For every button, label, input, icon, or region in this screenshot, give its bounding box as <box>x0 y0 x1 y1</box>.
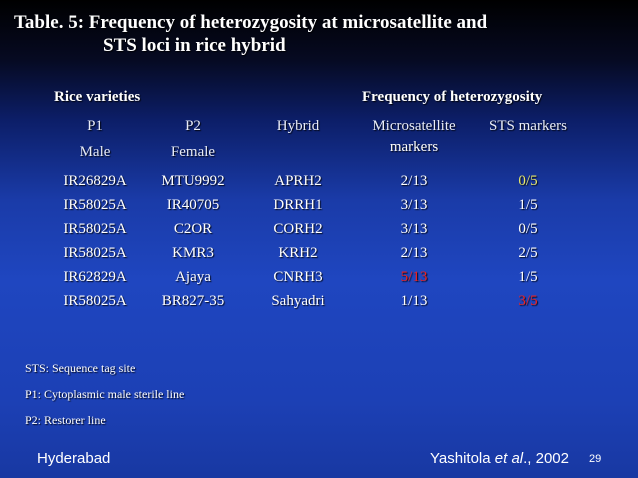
col-p2-header: P2 <box>185 118 201 134</box>
cell-p1: IR62829A <box>63 269 127 285</box>
cell-hybrid: APRH2 <box>274 173 322 189</box>
cell-p2: C2OR <box>173 221 213 237</box>
col-hybrid-header: Hybrid <box>276 118 320 134</box>
cell-p2: BR827-35 <box>161 293 225 309</box>
cell-p1: IR58025A <box>63 221 127 237</box>
note-sts: STS: Sequence tag site <box>25 361 136 375</box>
cell-microsatellite: 5/13 <box>400 269 428 285</box>
col-p1-header: P1 <box>87 118 103 134</box>
cell-sts: 3/5 <box>518 293 538 309</box>
citation-author: Yashitola <box>430 450 495 467</box>
cell-microsatellite: 2/13 <box>400 245 428 261</box>
citation-year: ., 2002 <box>523 450 569 467</box>
cell-p1: IR26829A <box>63 173 127 189</box>
cell-microsatellite: 3/13 <box>400 221 428 237</box>
cell-hybrid: CNRH3 <box>273 269 323 285</box>
cell-sts: 1/5 <box>518 197 538 213</box>
cell-p1: IR58025A <box>63 197 127 213</box>
frequency-header: Frequency of heterozygosity <box>362 89 543 105</box>
page-number: 29 <box>589 453 602 465</box>
title-line-2: STS loci in rice hybrid <box>103 35 286 56</box>
title-line-1: Table. 5: Frequency of heterozygosity at… <box>14 12 488 33</box>
cell-p2: IR40705 <box>166 197 220 213</box>
footer-location: Hyderabad <box>37 450 111 467</box>
cell-hybrid: KRH2 <box>278 245 318 261</box>
cell-sts: 2/5 <box>518 245 538 261</box>
cell-hybrid: Sahyadri <box>271 293 325 309</box>
citation-etal: et al <box>494 450 524 467</box>
cell-sts: 1/5 <box>518 269 538 285</box>
col-microsatellite-header: Microsatellite <box>372 118 456 134</box>
slide-title: Table. 5: Frequency of heterozygosity at… <box>14 11 614 57</box>
col-p2-subheader: Female <box>170 144 216 160</box>
col-microsatellite-subheader: markers <box>389 139 439 155</box>
cell-microsatellite: 1/13 <box>400 293 428 309</box>
footer-citation: Yashitola et al., 2002 <box>430 450 569 467</box>
col-sts-header: STS markers <box>489 118 567 134</box>
cell-p1: IR58025A <box>63 245 127 261</box>
cell-p2: Ajaya <box>175 269 211 285</box>
cell-microsatellite: 3/13 <box>400 197 428 213</box>
cell-sts: 0/5 <box>518 173 538 189</box>
note-p2: P2: Restorer line <box>25 413 106 427</box>
cell-microsatellite: 2/13 <box>400 173 428 189</box>
note-p1: P1: Cytoplasmic male sterile line <box>25 387 185 401</box>
cell-p1: IR58025A <box>63 293 127 309</box>
cell-sts: 0/5 <box>518 221 538 237</box>
cell-p2: MTU9992 <box>161 173 225 189</box>
cell-p2: KMR3 <box>172 245 214 261</box>
cell-hybrid: CORH2 <box>273 221 323 237</box>
cell-hybrid: DRRH1 <box>273 197 323 213</box>
rice-varieties-header: Rice varieties <box>54 89 141 105</box>
col-p1-subheader: Male <box>79 144 111 160</box>
